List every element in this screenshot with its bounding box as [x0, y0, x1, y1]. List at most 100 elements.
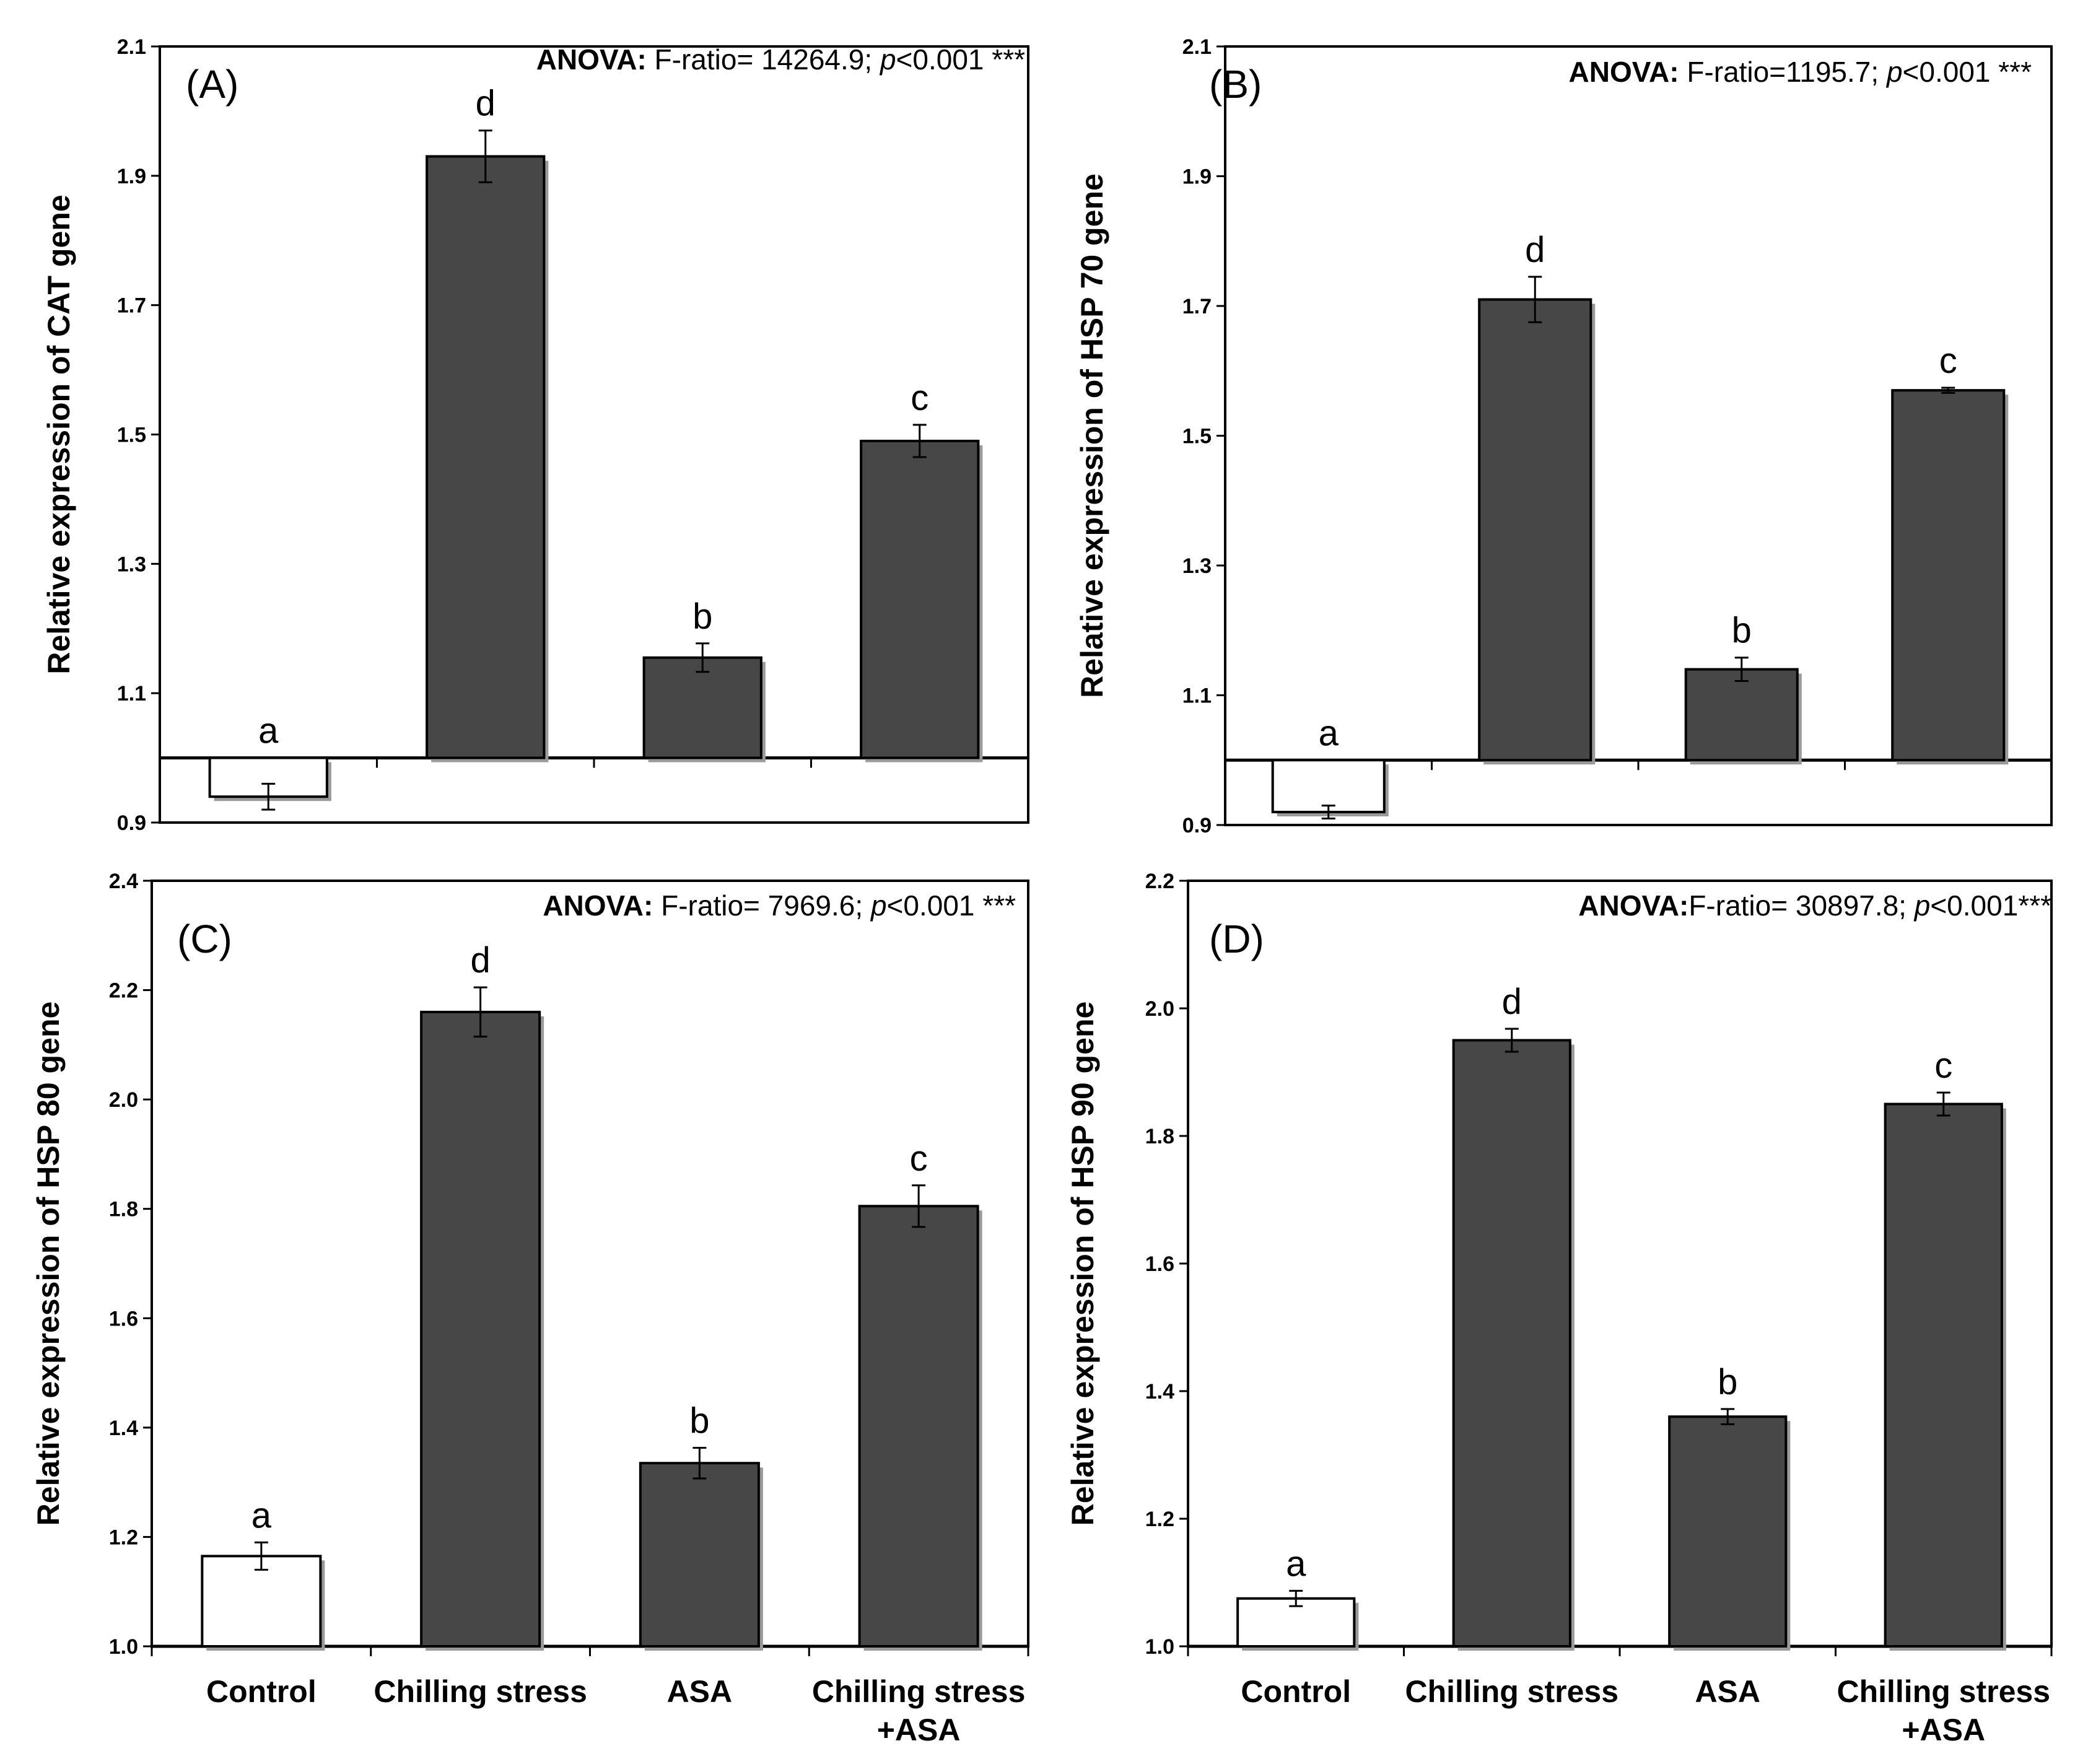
- y-tick-label: 1.2: [1145, 1508, 1174, 1531]
- anova-text: ANOVA:F-ratio= 30897.8; p<0.001***: [1578, 889, 2051, 922]
- chart-panel-d: 1.0 1.2 1.4 1.6 1.8 2.0 2.2 a d b c (D) ANOVA:F-rati…: [1065, 870, 2053, 1659]
- y-tick-label: 1.0: [1145, 1635, 1174, 1659]
- significance-letter: b: [1732, 611, 1752, 651]
- significance-letter: c: [911, 378, 928, 418]
- significance-letter: a: [1319, 713, 1339, 753]
- anova-f-ratio: F-ratio=1195.7;: [1679, 56, 1887, 88]
- x-category-line: Control: [1241, 1674, 1351, 1709]
- anova-prefix: ANOVA:: [536, 43, 647, 76]
- bar-chilling-stress: [1478, 298, 1592, 762]
- significance-letter: c: [1934, 1046, 1952, 1086]
- anova-text: ANOVA: F-ratio= 7969.6; p<0.001 ***: [543, 889, 1016, 922]
- x-category-line: ASA: [1695, 1674, 1760, 1709]
- chart-panel-c: 1.0 1.2 1.4 1.6 1.8 2.0 2.2 2.4 a d b c (C) ANOVA: F-…: [31, 870, 1029, 1659]
- significance-letter: c: [910, 1138, 928, 1179]
- x-category-label: Chilling stress: [373, 1674, 587, 1709]
- panel-label: (A): [186, 62, 238, 107]
- y-tick-label: 1.7: [117, 294, 146, 318]
- x-category-label: Chilling stress: [1405, 1674, 1618, 1709]
- y-tick-label: 1.5: [117, 424, 146, 447]
- significance-letter: d: [1502, 982, 1522, 1022]
- y-tick-label: 1.7: [1182, 295, 1212, 318]
- anova-p: p: [1885, 56, 1903, 88]
- anova-p: p: [1913, 889, 1931, 922]
- x-category-label: Control: [1241, 1674, 1351, 1709]
- significance-letter: b: [692, 596, 712, 637]
- panel-label: (B): [1209, 62, 1262, 107]
- y-tick-label: 1.2: [109, 1526, 138, 1549]
- y-tick-label: 2.2: [1145, 870, 1174, 893]
- y-axis-label: Relative expression of HSP 80 gene: [31, 1002, 66, 1526]
- y-tick-label: 1.9: [117, 165, 146, 188]
- y-tick-label: 2.1: [117, 35, 146, 59]
- y-tick-label: 1.4: [109, 1417, 138, 1440]
- anova-f-ratio: F-ratio= 14264.9;: [647, 43, 880, 76]
- anova-p: p: [870, 889, 887, 922]
- y-tick-label: 1.8: [1145, 1125, 1174, 1148]
- anova-prefix: ANOVA:: [543, 889, 653, 922]
- x-category-line: Chilling stress: [1837, 1674, 2050, 1709]
- anova-prefix: ANOVA:: [1578, 889, 1688, 922]
- x-category-line: ASA: [667, 1674, 733, 1709]
- bar-asa: [642, 656, 762, 759]
- anova-p-value: <0.001***: [1930, 889, 2051, 922]
- anova-prefix: ANOVA:: [1569, 56, 1679, 88]
- bar-chilling-stress: [426, 155, 546, 759]
- x-category-line: +ASA: [877, 1713, 961, 1747]
- anova-p-value: <0.001 ***: [1903, 56, 2032, 88]
- bar-asa: [1668, 1415, 1788, 1648]
- x-category-line: Chilling stress: [1405, 1674, 1618, 1709]
- y-tick-label: 1.4: [1145, 1380, 1174, 1404]
- anova-text: ANOVA: F-ratio= 14264.9; p<0.001 ***: [536, 43, 1025, 76]
- significance-letter: d: [1525, 230, 1545, 270]
- y-tick-label: 2.2: [109, 979, 138, 1003]
- significance-letter: b: [689, 1401, 709, 1441]
- bar-chilling-stress-asa: [1891, 389, 2006, 762]
- bar-chilling-stress-asa: [1884, 1102, 2003, 1648]
- anova-p-value: <0.001 ***: [896, 43, 1026, 76]
- y-tick-label: 1.6: [1145, 1252, 1174, 1276]
- panel-label: (C): [177, 917, 232, 961]
- y-tick-label: 0.9: [117, 811, 146, 835]
- y-axis-label: Relative expression of HSP 70 gene: [1075, 173, 1109, 698]
- y-tick-label: 1.1: [1182, 684, 1212, 708]
- x-category-line: Chilling stress: [812, 1674, 1026, 1709]
- anova-f-ratio: F-ratio= 30897.8;: [1688, 889, 1914, 922]
- y-tick-label: 2.0: [109, 1088, 138, 1112]
- significance-letter: a: [258, 711, 279, 751]
- anova-p-value: <0.001 ***: [887, 889, 1016, 922]
- y-tick-label: 1.5: [1182, 425, 1212, 448]
- y-tick-label: 1.0: [109, 1635, 138, 1659]
- significance-letter: d: [470, 940, 490, 980]
- y-tick-label: 1.9: [1182, 165, 1212, 189]
- anova-f-ratio: F-ratio= 7969.6;: [653, 889, 871, 922]
- chart-panel-a: 0.9 1.1 1.3 1.5 1.7 1.9 2.1 a d b c (A) ANOVA: F-rat…: [41, 35, 1029, 835]
- y-tick-label: 0.9: [1182, 814, 1212, 837]
- x-category-label: Chilling stress +ASA: [1837, 1674, 2050, 1747]
- panel-label: (D): [1209, 917, 1264, 961]
- significance-letter: b: [1718, 1362, 1737, 1402]
- significance-letter: c: [1939, 341, 1957, 381]
- x-category-line: Control: [206, 1674, 317, 1709]
- bar-asa: [1684, 668, 1799, 762]
- y-axis-label: Relative expression of CAT gene: [41, 194, 76, 674]
- x-category-label: ASA: [667, 1674, 733, 1709]
- chart-panel-b: 0.9 1.1 1.3 1.5 1.7 1.9 2.1 a d b c (B) ANOVA: F-rat…: [1075, 35, 2053, 837]
- y-axis-label: Relative expression of HSP 90 gene: [1065, 1002, 1100, 1526]
- y-tick-label: 2.1: [1182, 35, 1212, 59]
- significance-letter: d: [476, 84, 496, 124]
- bar-chilling-stress-asa: [858, 1205, 979, 1648]
- x-category-label: Chilling stress +ASA: [812, 1674, 1026, 1747]
- bar-chilling-stress-asa: [860, 439, 980, 759]
- bar-asa: [639, 1462, 760, 1648]
- anova-text: ANOVA: F-ratio=1195.7; p<0.001 ***: [1569, 56, 2032, 88]
- y-tick-label: 2.4: [109, 870, 138, 893]
- bar-control: [1271, 759, 1386, 814]
- x-category-line: Chilling stress: [373, 1674, 587, 1709]
- x-category-label: ASA: [1695, 1674, 1760, 1709]
- y-tick-label: 1.3: [117, 552, 146, 576]
- bar-control: [201, 1555, 322, 1648]
- y-tick-label: 1.6: [109, 1307, 138, 1330]
- bar-chilling-stress: [1452, 1039, 1571, 1648]
